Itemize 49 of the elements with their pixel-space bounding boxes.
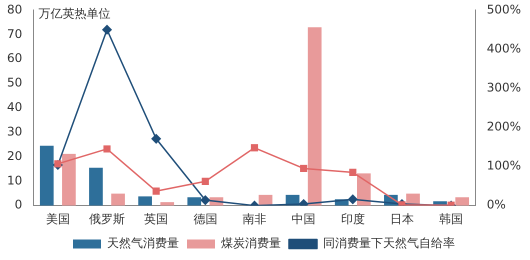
y-tick-label: 30 <box>6 124 22 138</box>
y2-tick-label: 200% <box>486 120 522 134</box>
point <box>300 164 308 172</box>
y-tick-label: 20 <box>6 148 22 163</box>
bar <box>62 154 76 206</box>
x-tick-label: 日本 <box>390 212 414 226</box>
legend-label: 煤炭消费量 <box>221 236 281 250</box>
y2-tick-label: 100% <box>486 158 522 173</box>
bar <box>258 194 272 206</box>
point <box>152 188 160 195</box>
x-tick-label: 中国 <box>292 212 316 226</box>
y2-tick-label: 0% <box>486 198 506 212</box>
x-tick-label: 美国 <box>46 212 70 226</box>
y-tick-label: 70 <box>6 26 22 41</box>
y-tick-label: 40 <box>6 100 22 114</box>
point <box>202 178 209 185</box>
x-tick-label: 德国 <box>193 212 218 226</box>
x-tick-label: 印度 <box>340 212 365 226</box>
point <box>103 145 111 153</box>
point <box>151 134 161 144</box>
point <box>200 195 210 205</box>
y-tick-label: 10 <box>6 173 22 188</box>
y-tick-label: 50 <box>6 76 22 90</box>
bar <box>89 168 103 206</box>
bar <box>138 196 152 206</box>
bar <box>308 27 322 206</box>
x-tick-label: 俄罗斯 <box>89 212 126 226</box>
bar <box>187 197 202 206</box>
y-tick-label: 80 <box>6 2 22 16</box>
point <box>102 24 112 34</box>
point <box>349 168 356 176</box>
y2-tick-label: 300% <box>486 80 522 94</box>
point <box>348 194 358 204</box>
x-tick-label: 南非 <box>242 212 266 226</box>
y-tick-label: 60 <box>6 51 22 66</box>
x-tick-label: 韩国 <box>439 212 464 226</box>
y2-tick-label: 500% <box>486 2 522 16</box>
bar <box>160 202 174 206</box>
point <box>250 144 258 152</box>
y-axis-title: 万亿英热单位 <box>38 6 110 20</box>
point <box>54 160 62 168</box>
x-tick-label: 英国 <box>144 212 168 226</box>
y-tick-label: 0 <box>14 198 22 212</box>
y2-tick-label: 400% <box>486 41 522 56</box>
bar <box>455 197 470 206</box>
legend-label: 同消费量下天然气自给率 <box>323 236 455 250</box>
bar <box>111 194 125 206</box>
legend-label: 天然气消费量 <box>107 236 179 250</box>
bar <box>40 146 54 206</box>
